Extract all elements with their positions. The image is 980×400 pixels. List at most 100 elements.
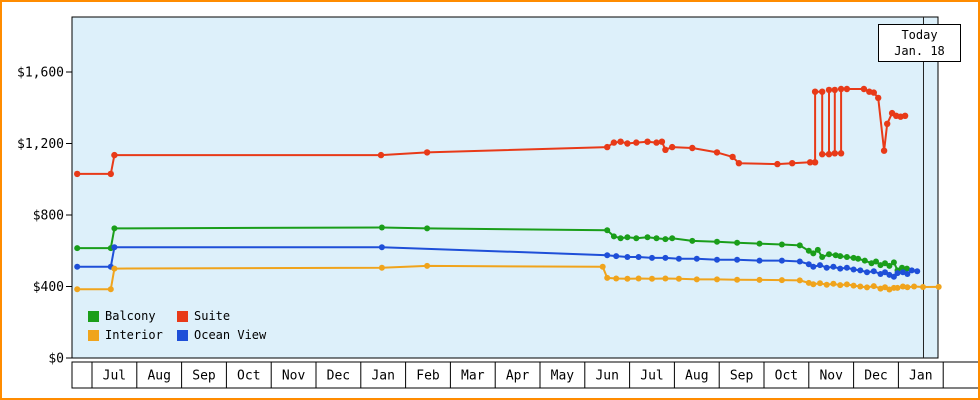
series-point-balcony bbox=[890, 259, 897, 266]
month-label-15: Oct bbox=[775, 369, 798, 384]
series-point-interior bbox=[756, 276, 763, 283]
series-point-interior bbox=[870, 283, 877, 290]
series-point-interior bbox=[796, 277, 803, 284]
series-point-ocean-view bbox=[714, 256, 720, 263]
series-point-suite bbox=[735, 160, 743, 167]
series-point-suite bbox=[831, 150, 838, 157]
series-point-suite bbox=[774, 160, 781, 168]
month-axis-row bbox=[71, 361, 978, 389]
series-point-suite bbox=[819, 88, 826, 95]
legend-item-balcony: Balcony bbox=[88, 310, 177, 322]
series-point-balcony bbox=[843, 254, 850, 260]
series-point-suite bbox=[624, 140, 631, 147]
series-point-ocean-view bbox=[870, 268, 877, 275]
balcony-color-swatch bbox=[88, 310, 99, 322]
month-label-17: Dec bbox=[864, 369, 887, 384]
plot-area bbox=[71, 16, 939, 359]
legend: Balcony Suite Interior Ocean View bbox=[88, 310, 266, 341]
month-label-16: Nov bbox=[819, 369, 843, 384]
series-point-interior bbox=[624, 275, 631, 282]
series-point-balcony bbox=[633, 235, 640, 242]
series-point-interior bbox=[805, 279, 812, 286]
series-point-balcony bbox=[644, 234, 651, 241]
series-point-suite bbox=[377, 151, 385, 159]
series-point-balcony bbox=[886, 262, 893, 269]
today-annotation: Today Jan. 18 bbox=[878, 24, 961, 62]
series-point-interior bbox=[817, 280, 823, 287]
series-point-suite bbox=[111, 151, 118, 159]
series-point-balcony bbox=[778, 241, 785, 248]
series-point-suite bbox=[604, 143, 611, 151]
series-point-balcony bbox=[378, 224, 385, 231]
series-point-interior bbox=[613, 275, 620, 282]
series-point-balcony bbox=[814, 246, 821, 253]
y-axis-tick-label: $1,200 bbox=[17, 137, 64, 152]
series-point-suite bbox=[880, 147, 888, 154]
series-point-balcony bbox=[819, 254, 826, 260]
series-point-ocean-view bbox=[908, 267, 915, 274]
month-label-3: Oct bbox=[237, 369, 260, 384]
series-point-interior bbox=[877, 285, 884, 292]
series-point-suite bbox=[837, 150, 845, 157]
series-point-ocean-view bbox=[111, 244, 118, 251]
series-point-ocean-view bbox=[810, 263, 817, 270]
series-point-ocean-view bbox=[796, 258, 803, 265]
month-label-1: Aug bbox=[147, 369, 170, 384]
series-point-suite bbox=[662, 146, 669, 153]
series-point-balcony bbox=[882, 260, 888, 267]
series-point-interior bbox=[864, 284, 870, 291]
series-point-suite bbox=[860, 85, 868, 93]
month-label-6: Jan bbox=[371, 369, 394, 384]
series-point-ocean-view bbox=[877, 271, 884, 277]
series-point-ocean-view bbox=[830, 263, 837, 270]
series-point-balcony bbox=[861, 257, 868, 264]
series-point-interior bbox=[935, 283, 942, 290]
series-point-interior bbox=[920, 284, 926, 290]
y-axis-tick-label: $1,600 bbox=[17, 66, 64, 81]
series-point-ocean-view bbox=[662, 254, 669, 261]
series-point-suite bbox=[806, 159, 814, 166]
series-point-balcony bbox=[826, 251, 832, 258]
series-point-suite bbox=[713, 149, 721, 156]
series-point-suite bbox=[901, 112, 909, 120]
series-point-balcony bbox=[689, 237, 696, 244]
series-point-ocean-view bbox=[805, 261, 812, 268]
series-point-interior bbox=[810, 281, 817, 288]
series-point-suite bbox=[875, 94, 882, 102]
series-point-interior bbox=[734, 276, 741, 283]
series-point-balcony bbox=[832, 252, 839, 259]
y-axis-tick-label: $0 bbox=[48, 352, 64, 367]
series-point-ocean-view bbox=[882, 269, 888, 276]
series-point-ocean-view bbox=[604, 252, 611, 259]
legend-label-balcony: Balcony bbox=[105, 309, 156, 323]
series-point-ocean-view bbox=[756, 257, 763, 264]
series-point-ocean-view bbox=[649, 254, 655, 261]
legend-label-interior: Interior bbox=[105, 328, 163, 342]
series-point-suite bbox=[633, 139, 640, 146]
series-point-interior bbox=[649, 275, 655, 282]
legend-label-ocean-view: Ocean View bbox=[194, 328, 267, 342]
series-point-balcony bbox=[805, 247, 812, 254]
series-point-suite bbox=[825, 86, 833, 94]
series-point-balcony bbox=[669, 235, 676, 242]
suite-color-swatch bbox=[177, 310, 188, 322]
today-annotation-date: Jan. 18 bbox=[894, 44, 945, 58]
series-point-balcony bbox=[617, 235, 624, 242]
month-label-9: Apr bbox=[506, 369, 530, 384]
series-point-suite bbox=[884, 120, 891, 128]
series-point-balcony bbox=[424, 225, 431, 232]
series-point-balcony bbox=[868, 260, 875, 267]
series-point-ocean-view bbox=[635, 254, 642, 260]
month-label-18: Jan bbox=[909, 369, 932, 384]
month-label-0: Jul bbox=[103, 369, 126, 384]
series-point-balcony bbox=[855, 255, 862, 262]
month-label-7: Feb bbox=[416, 369, 440, 384]
series-point-interior bbox=[599, 263, 606, 270]
series-point-interior bbox=[857, 283, 864, 290]
series-point-ocean-view bbox=[74, 263, 81, 270]
series-point-balcony bbox=[873, 258, 879, 265]
series-point-balcony bbox=[756, 240, 763, 247]
series-point-ocean-view bbox=[850, 266, 857, 273]
series-point-suite bbox=[423, 149, 431, 156]
ocean-view-color-swatch bbox=[177, 329, 188, 341]
